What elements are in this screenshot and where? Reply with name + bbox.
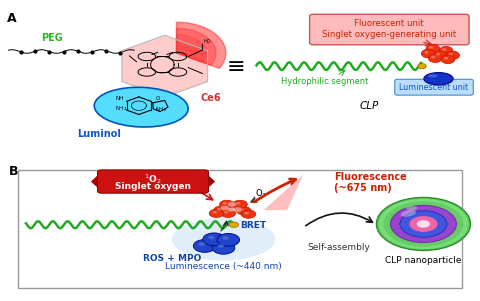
Ellipse shape: [428, 74, 438, 78]
Wedge shape: [177, 35, 206, 62]
Circle shape: [214, 206, 228, 214]
Text: Singlet oxygen: Singlet oxygen: [115, 182, 191, 191]
Circle shape: [212, 211, 217, 214]
Text: CLP: CLP: [360, 101, 379, 111]
Circle shape: [217, 234, 240, 246]
Circle shape: [431, 56, 435, 58]
Text: HO: HO: [204, 39, 211, 44]
Circle shape: [220, 205, 229, 211]
Text: NH: NH: [115, 96, 123, 101]
Text: CLP nanoparticle: CLP nanoparticle: [385, 256, 462, 265]
Circle shape: [227, 203, 241, 212]
Circle shape: [208, 236, 215, 239]
Text: PEG: PEG: [41, 33, 63, 43]
Circle shape: [223, 202, 228, 205]
Circle shape: [221, 209, 236, 217]
Circle shape: [209, 209, 224, 217]
Text: Hydrophilic segment: Hydrophilic segment: [281, 77, 368, 86]
Circle shape: [233, 207, 242, 212]
Circle shape: [228, 208, 235, 212]
Wedge shape: [177, 22, 226, 68]
Circle shape: [219, 200, 234, 209]
Ellipse shape: [406, 206, 418, 210]
Circle shape: [409, 216, 438, 232]
Circle shape: [241, 210, 256, 218]
Circle shape: [237, 206, 251, 215]
Circle shape: [424, 51, 428, 54]
Ellipse shape: [424, 73, 453, 85]
Circle shape: [417, 220, 430, 228]
Wedge shape: [177, 28, 216, 65]
FancyBboxPatch shape: [395, 79, 473, 95]
Circle shape: [444, 57, 448, 60]
Text: B: B: [9, 165, 18, 178]
Polygon shape: [91, 172, 101, 191]
Circle shape: [400, 211, 447, 237]
Circle shape: [376, 197, 470, 250]
Text: BRET: BRET: [240, 221, 266, 230]
Polygon shape: [264, 174, 303, 210]
Circle shape: [426, 44, 440, 53]
Text: Ce6: Ce6: [200, 92, 221, 103]
Text: Luminol: Luminol: [77, 129, 121, 139]
Text: O: O: [156, 96, 159, 101]
Circle shape: [233, 200, 247, 209]
Circle shape: [224, 211, 228, 214]
Circle shape: [391, 205, 456, 243]
Text: Self-assembly: Self-assembly: [307, 243, 370, 252]
Text: NH$_2$: NH$_2$: [115, 104, 128, 113]
Circle shape: [436, 53, 440, 55]
Circle shape: [421, 49, 435, 58]
FancyBboxPatch shape: [18, 170, 462, 287]
Circle shape: [446, 51, 459, 60]
Circle shape: [379, 199, 468, 249]
Circle shape: [217, 208, 222, 210]
Circle shape: [439, 46, 453, 55]
Text: A: A: [7, 12, 17, 25]
FancyBboxPatch shape: [97, 170, 208, 193]
Circle shape: [441, 55, 455, 64]
Circle shape: [240, 208, 244, 211]
Text: Fluorescence
(~675 nm): Fluorescence (~675 nm): [334, 172, 407, 193]
Circle shape: [203, 233, 226, 246]
Polygon shape: [122, 36, 207, 97]
FancyBboxPatch shape: [310, 14, 469, 45]
Circle shape: [433, 51, 447, 60]
Circle shape: [193, 240, 216, 252]
Circle shape: [418, 64, 426, 69]
Circle shape: [442, 48, 446, 51]
Circle shape: [449, 53, 453, 55]
Circle shape: [429, 46, 433, 49]
Ellipse shape: [94, 87, 188, 127]
Circle shape: [428, 54, 442, 63]
Circle shape: [384, 201, 464, 247]
Text: ROS + MPO: ROS + MPO: [143, 254, 201, 263]
Polygon shape: [204, 172, 215, 191]
Circle shape: [199, 242, 205, 246]
Ellipse shape: [172, 218, 276, 261]
Text: Luminescence (~440 nm): Luminescence (~440 nm): [165, 262, 282, 271]
Text: $^1$O$_2$: $^1$O$_2$: [144, 172, 162, 186]
Circle shape: [236, 202, 240, 205]
Text: NH$_2$: NH$_2$: [156, 106, 168, 114]
Text: Luminescent unit: Luminescent unit: [399, 83, 468, 92]
Circle shape: [212, 241, 235, 254]
Circle shape: [244, 212, 249, 214]
Circle shape: [230, 205, 235, 208]
Circle shape: [228, 202, 237, 207]
Circle shape: [229, 222, 239, 227]
Text: Fluorescent unit
Singlet oxygen-generating unit: Fluorescent unit Singlet oxygen-generati…: [322, 19, 456, 39]
Circle shape: [217, 244, 224, 248]
Ellipse shape: [401, 210, 416, 217]
Text: $\equiv$: $\equiv$: [222, 55, 244, 75]
Circle shape: [222, 236, 228, 240]
Text: O$_2$: O$_2$: [255, 188, 267, 200]
